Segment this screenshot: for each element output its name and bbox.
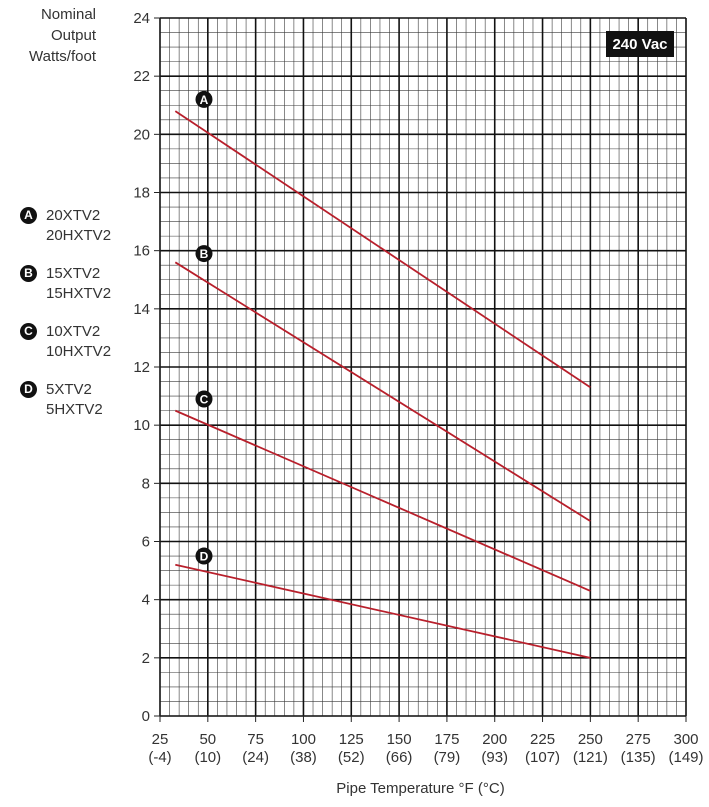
x-tick-label: 75 (247, 731, 264, 748)
series-marker-a (195, 90, 213, 108)
series-line-d (175, 563, 591, 659)
y-tick-label: 22 (133, 68, 150, 85)
series-marker-label: A (200, 93, 209, 107)
series-line-a (174, 110, 591, 389)
y-tick-label: 18 (133, 185, 150, 202)
y-tick-label: 8 (142, 475, 150, 492)
legend-marker-c: C (20, 323, 37, 340)
x-tick-sublabel: (107) (525, 749, 560, 766)
series-lines (174, 110, 591, 659)
series-marker-label: B (200, 247, 209, 261)
voltage-badge-text: 240 Vac (612, 36, 667, 53)
x-tick-sublabel: (79) (434, 749, 461, 766)
x-tick-sublabel: (-4) (148, 749, 171, 766)
legend-label: 15HXTV2 (46, 285, 112, 302)
series-line-b (174, 261, 591, 522)
legend-label: 10XTV2 (46, 323, 101, 340)
legend-item-c: C 10XTV2 10HXTV2 (20, 322, 111, 362)
y-axis-label-line-3: Watts/foot (29, 48, 96, 65)
x-tick-label: 250 (578, 731, 603, 748)
legend: A 20XTV2 20HXTV2 B 15XTV2 15HXTV2 C 10XT… (20, 206, 111, 438)
x-tick-label: 200 (482, 731, 507, 748)
x-tick-label: 25 (152, 731, 169, 748)
y-tick-label: 14 (133, 301, 150, 318)
major-gridlines (159, 17, 687, 717)
y-tick-label: 6 (142, 534, 150, 551)
x-tick-sublabel: (10) (194, 749, 221, 766)
x-tick-label: 300 (673, 731, 698, 748)
y-tick-label: 24 (133, 10, 150, 27)
series-marker-label: D (200, 550, 209, 564)
x-tick-sublabel: (149) (668, 749, 703, 766)
x-tick-label: 275 (626, 731, 651, 748)
x-tick-label: 175 (434, 731, 459, 748)
x-axis-label-wrap: Pipe Temperature °F (°C) (0, 780, 709, 798)
legend-label: 5HXTV2 (46, 401, 103, 418)
y-axis-label-line-2: Output (50, 27, 96, 44)
series-marker-label: C (200, 392, 209, 406)
legend-label: 10HXTV2 (46, 343, 112, 360)
y-tick-label: 2 (142, 650, 150, 667)
x-tick-label: 125 (339, 731, 364, 748)
voltage-badge: 240 Vac (606, 31, 674, 57)
series-marker-d (195, 547, 213, 565)
axes (154, 17, 687, 722)
legend-label: 20HXTV2 (46, 227, 112, 244)
y-tick-label: 4 (142, 592, 150, 609)
x-axis-label: Pipe Temperature °F (°C) (336, 780, 505, 797)
y-tick-label: 0 (142, 708, 150, 725)
legend-item-d: D 5XTV2 5HXTV2 (20, 380, 111, 420)
legend-marker-d: D (20, 381, 37, 398)
voltage-badge-bg (606, 31, 674, 57)
series-markers: A B C D (195, 90, 213, 565)
x-tick-sublabel: (121) (573, 749, 608, 766)
y-axis-label-line-1: Nominal (40, 6, 96, 23)
x-tick-label: 150 (387, 731, 412, 748)
x-tick-sublabel: (66) (386, 749, 413, 766)
y-tick-label: 10 (133, 417, 150, 434)
x-tick-sublabel: (93) (481, 749, 508, 766)
legend-item-b: B 15XTV2 15HXTV2 (20, 264, 111, 304)
x-tick-label: 225 (530, 731, 555, 748)
y-axis-label: Nominal Output Watts/foot (0, 4, 96, 67)
x-tick-sublabel: (24) (242, 749, 269, 766)
x-tick-sublabel: (38) (290, 749, 317, 766)
legend-marker-a: A (20, 207, 37, 224)
x-tick-sublabel: (135) (621, 749, 656, 766)
legend-label: 20XTV2 (46, 207, 101, 224)
x-tick-sublabel: (52) (338, 749, 365, 766)
y-tick-label: 16 (133, 243, 150, 260)
series-line-c (174, 409, 591, 592)
series-marker-c (195, 390, 213, 408)
x-tick-label: 50 (199, 731, 216, 748)
legend-label: 15XTV2 (46, 265, 101, 282)
x-tick-label: 100 (291, 731, 316, 748)
series-marker-b (195, 245, 213, 263)
legend-marker-b: B (20, 265, 37, 282)
legend-item-a: A 20XTV2 20HXTV2 (20, 206, 111, 246)
tick-labels: 02468101214161820222425(-4)50(10)75(24)1… (133, 10, 703, 766)
y-tick-label: 20 (133, 126, 150, 143)
legend-label: 5XTV2 (46, 381, 92, 398)
y-tick-label: 12 (133, 359, 150, 376)
